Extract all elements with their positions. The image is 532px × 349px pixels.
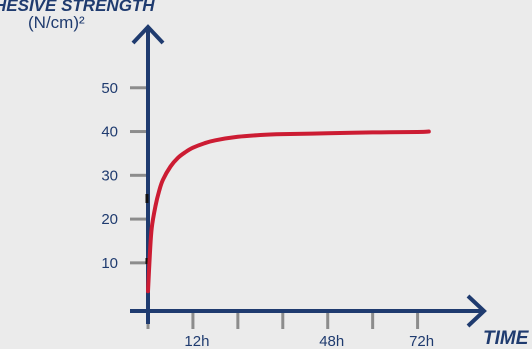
- y-axis-label: (N/cm)²: [28, 13, 85, 32]
- y-tick-label: 50: [101, 80, 118, 97]
- series-group: [146, 129, 431, 294]
- y-tick-label: 40: [101, 124, 118, 141]
- y-axis-ticks: 10 20 30 40 50: [101, 80, 146, 272]
- x-tick-label: 12h: [184, 333, 209, 349]
- y-tick-label: 30: [101, 167, 118, 184]
- y-axis-arrow: [131, 24, 165, 45]
- x-tick-label: 48h: [319, 333, 344, 349]
- series-line: [146, 129, 431, 294]
- axes: [130, 24, 487, 328]
- x-axis-arrow: [466, 294, 487, 328]
- chart-title: HESIVE STRENGTH: [0, 0, 155, 15]
- y-tick-label: 20: [101, 211, 118, 228]
- x-axis-ticks: 12h 48h 72h: [146, 313, 434, 349]
- x-axis-label: TIME: [483, 328, 530, 349]
- y-tick-label: 10: [101, 255, 118, 272]
- x-tick-label: 72h: [409, 333, 434, 349]
